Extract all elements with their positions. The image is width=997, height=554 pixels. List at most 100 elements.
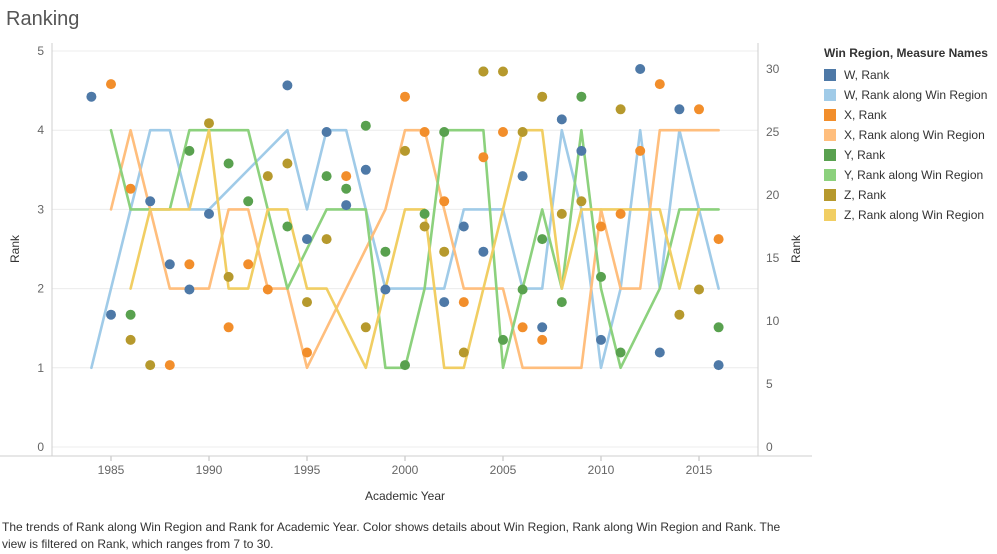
axes bbox=[0, 43, 812, 461]
point-x-rank bbox=[498, 127, 508, 137]
legend-label: X, Rank along Win Region bbox=[844, 128, 985, 142]
legend-item[interactable]: X, Rank along Win Region bbox=[824, 125, 988, 145]
legend-label: Z, Rank along Win Region bbox=[844, 208, 985, 222]
point-w-rank bbox=[106, 309, 116, 320]
legend-swatch bbox=[824, 89, 836, 101]
legend-item[interactable]: Z, Rank bbox=[824, 185, 988, 205]
point-z-rank bbox=[223, 271, 234, 282]
point-w-rank bbox=[478, 246, 489, 257]
x-tick-label: 2010 bbox=[588, 463, 615, 477]
point-y-rank bbox=[576, 91, 587, 102]
legend-label: Y, Rank bbox=[844, 148, 886, 162]
legend-label: Y, Rank along Win Region bbox=[844, 168, 984, 182]
point-z-rank bbox=[694, 284, 704, 295]
point-w-rank bbox=[184, 284, 195, 295]
point-w-rank bbox=[635, 64, 646, 74]
point-x-rank bbox=[439, 196, 450, 207]
point-y-rank bbox=[125, 309, 136, 320]
point-w-rank bbox=[713, 360, 724, 371]
point-y-rank bbox=[223, 158, 234, 169]
point-z-rank bbox=[145, 360, 156, 371]
point-w-rank bbox=[517, 171, 528, 182]
point-y-rank bbox=[556, 297, 567, 308]
series-line-z-rank-along-win-region bbox=[129, 128, 701, 370]
point-x-rank bbox=[694, 104, 704, 115]
point-z-rank bbox=[282, 158, 293, 169]
legend-item[interactable]: Y, Rank along Win Region bbox=[824, 165, 988, 185]
y-left-tick-label: 2 bbox=[37, 282, 44, 296]
point-x-rank bbox=[262, 284, 273, 295]
point-x-rank bbox=[125, 183, 136, 194]
legend-swatch bbox=[824, 189, 836, 201]
point-y-rank bbox=[380, 246, 391, 257]
point-w-rank bbox=[556, 114, 567, 125]
legend-label: X, Rank bbox=[844, 108, 887, 122]
series-lines bbox=[90, 128, 720, 370]
legend-item[interactable]: Y, Rank bbox=[824, 145, 988, 165]
point-x-rank bbox=[537, 334, 548, 345]
point-w-rank bbox=[321, 127, 332, 137]
point-z-rank bbox=[674, 309, 685, 320]
point-y-rank bbox=[282, 221, 293, 232]
chart-caption: The trends of Rank along Win Region and … bbox=[2, 520, 781, 551]
point-x-rank bbox=[615, 208, 626, 219]
point-x-rank bbox=[713, 234, 724, 245]
x-axis-title: Academic Year bbox=[365, 489, 445, 503]
point-z-rank bbox=[419, 221, 430, 232]
point-w-rank bbox=[86, 91, 97, 102]
point-w-rank bbox=[164, 259, 175, 270]
x-tick-label: 2015 bbox=[686, 463, 713, 477]
y-left-tick-label: 3 bbox=[37, 202, 44, 216]
legend-label: Z, Rank bbox=[844, 188, 887, 202]
point-z-rank bbox=[498, 66, 508, 77]
point-y-rank bbox=[419, 208, 430, 219]
y-axis-title-right: Rank bbox=[789, 234, 803, 263]
point-z-rank bbox=[517, 127, 528, 137]
y-left-tick-label: 0 bbox=[37, 440, 44, 454]
point-z-rank bbox=[556, 208, 567, 219]
point-w-rank bbox=[439, 297, 450, 308]
y-right-tick-label: 25 bbox=[766, 125, 780, 139]
legend-item[interactable]: X, Rank bbox=[824, 105, 988, 125]
series-line-x-rank-along-win-region bbox=[109, 128, 720, 370]
x-tick-label: 1995 bbox=[294, 463, 321, 477]
page-title: Ranking bbox=[6, 8, 80, 30]
legend-item[interactable]: W, Rank bbox=[824, 65, 988, 85]
point-w-rank bbox=[302, 234, 312, 245]
point-x-rank bbox=[400, 91, 410, 102]
legend-label: W, Rank along Win Region bbox=[844, 88, 988, 102]
legend-item[interactable]: Z, Rank along Win Region bbox=[824, 205, 988, 225]
point-w-rank bbox=[145, 196, 156, 207]
point-y-rank bbox=[596, 271, 606, 282]
point-w-rank bbox=[576, 145, 587, 156]
point-x-rank bbox=[184, 259, 195, 270]
point-w-rank bbox=[282, 80, 293, 91]
legend-swatch bbox=[824, 69, 836, 81]
legend-items: W, Rank W, Rank along Win Region X, Rank X,… bbox=[824, 65, 988, 225]
x-tick-label: 1985 bbox=[98, 463, 125, 477]
point-y-rank bbox=[498, 334, 508, 345]
gridlines bbox=[52, 50, 758, 448]
point-x-rank bbox=[478, 152, 489, 163]
point-z-rank bbox=[537, 91, 548, 102]
point-x-rank bbox=[106, 79, 116, 90]
tick-labels: 0 1 2 3 4 5 0 5 10 15 20 25 30 1985 1990 1995 2000 2005 20… bbox=[37, 44, 779, 477]
series-line-y-rank-along-win-region bbox=[109, 128, 720, 370]
legend-swatch bbox=[824, 129, 836, 141]
point-x-rank bbox=[243, 259, 254, 270]
legend-label: W, Rank bbox=[844, 68, 890, 82]
point-y-rank bbox=[439, 127, 450, 137]
point-x-rank bbox=[419, 127, 430, 137]
point-y-rank bbox=[184, 145, 195, 156]
legend-title: Win Region, Measure Names bbox=[824, 46, 988, 60]
y-right-tick-label: 20 bbox=[766, 188, 780, 202]
point-z-rank bbox=[576, 196, 587, 207]
legend-swatch bbox=[824, 169, 836, 181]
x-tick-label: 2005 bbox=[490, 463, 517, 477]
point-x-rank bbox=[341, 171, 352, 182]
point-w-rank bbox=[341, 200, 352, 211]
series-points bbox=[86, 64, 724, 371]
y-left-tick-label: 4 bbox=[37, 123, 44, 137]
legend-item[interactable]: W, Rank along Win Region bbox=[824, 85, 988, 105]
